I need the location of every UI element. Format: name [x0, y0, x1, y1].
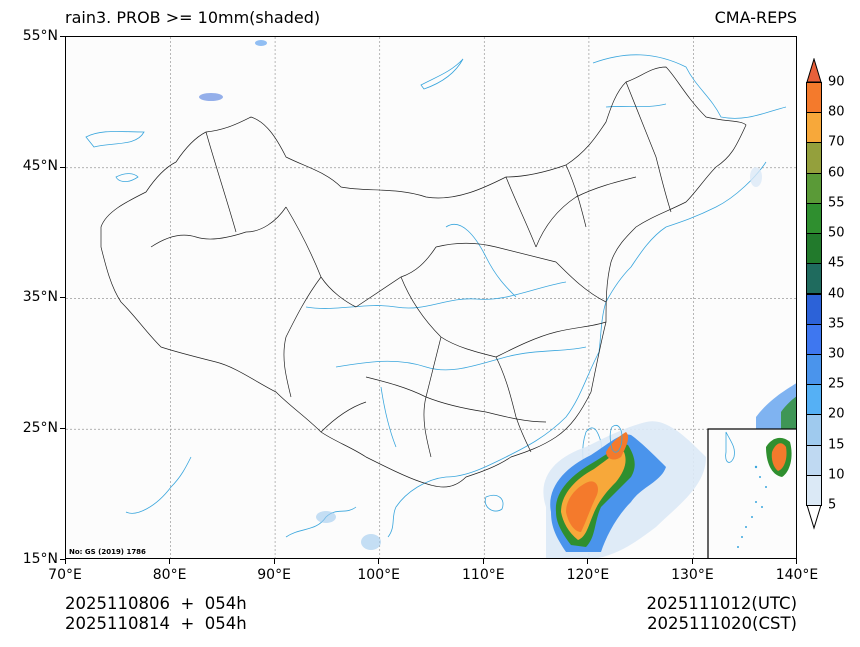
- colorbar-segment: [806, 233, 822, 265]
- south-china-sea-inset: [707, 428, 796, 558]
- lat-tick-45: 45°N: [22, 158, 58, 174]
- lat-tick-55: 55°N: [22, 28, 58, 44]
- political-boundaries: [100, 66, 747, 488]
- lat-tick-15: 15°N: [22, 551, 58, 567]
- x-tick: [692, 559, 693, 564]
- colorbar-segment: [806, 293, 822, 325]
- x-tick: [65, 559, 66, 564]
- y-tick: [60, 167, 65, 168]
- lon-tick-100: 100°E: [357, 567, 400, 583]
- lon-tick-80: 80°E: [152, 567, 187, 583]
- lon-tick-140: 140°E: [775, 567, 819, 583]
- colorbar-level-label: 20: [828, 406, 845, 422]
- x-tick: [169, 559, 170, 564]
- colorbar-segment: [806, 474, 822, 506]
- colorbar-level-label: 50: [828, 225, 845, 241]
- lon-tick-120: 120°E: [566, 567, 610, 583]
- lat-tick-35: 35°N: [22, 289, 58, 305]
- colorbar-level-label: 5: [828, 497, 837, 513]
- y-tick: [60, 297, 65, 298]
- colorbar-level-label: 35: [828, 316, 845, 332]
- lon-tick-90: 90°E: [257, 567, 291, 583]
- colorbar-level-label: 10: [828, 467, 845, 483]
- colorbar-segment: [806, 444, 822, 476]
- y-tick: [60, 428, 65, 429]
- model-name: CMA-REPS: [714, 8, 797, 27]
- colorbar-level-label: 40: [828, 286, 845, 301]
- valid-time-info: 2025111012(UTC) 2025111020(CST): [646, 594, 797, 634]
- x-tick: [378, 559, 379, 564]
- colorbar-level-label: 55: [828, 195, 845, 211]
- init-cst: 2025110814 + 054h: [65, 614, 247, 633]
- colorbar-level-label: 60: [828, 165, 845, 181]
- lon-tick-70: 70°E: [48, 567, 82, 583]
- colorbar-segment: [806, 414, 822, 446]
- y-tick: [60, 559, 65, 560]
- rain-probability-shading: [199, 40, 796, 558]
- colorbar-segment: [806, 353, 822, 386]
- colorbar-segment: [806, 263, 822, 295]
- lon-tick-110: 110°E: [462, 567, 505, 583]
- colorbar-segment: [806, 82, 822, 114]
- map-canvas: [66, 37, 796, 558]
- x-tick: [796, 559, 797, 564]
- colorbar-level-label: 15: [828, 437, 845, 453]
- x-tick: [587, 559, 588, 564]
- colorbar-level-label: 80: [828, 104, 845, 120]
- colorbar-level-label: 45: [828, 255, 845, 271]
- map-approval-number: No: GS (2019) 1786: [69, 548, 146, 556]
- colorbar-level-label: 90: [828, 74, 845, 90]
- colorbar-level-label: 70: [828, 134, 845, 150]
- init-utc: 2025110806 + 054h: [65, 594, 247, 613]
- chart-title: rain3. PROB >= 10mm(shaded): [65, 8, 321, 27]
- colorbar-segment: [806, 172, 822, 204]
- gridlines: [66, 37, 796, 558]
- colorbar-segment: [806, 142, 822, 174]
- x-tick: [274, 559, 275, 564]
- colorbar-segment: [806, 112, 822, 144]
- valid-utc: 2025111012(UTC): [646, 594, 797, 613]
- x-tick: [483, 559, 484, 564]
- colorbar-level-label: 30: [828, 346, 845, 362]
- colorbar-level-label: 25: [828, 376, 845, 392]
- colorbar-segment: [806, 384, 822, 416]
- y-tick: [60, 36, 65, 37]
- lat-tick-25: 25°N: [22, 420, 58, 436]
- valid-cst: 2025111020(CST): [647, 614, 797, 633]
- init-time-info: 2025110806 + 054h 2025110814 + 054h: [65, 594, 247, 634]
- map-panel: [65, 36, 797, 559]
- colorbar-segment: [806, 323, 822, 355]
- lon-tick-130: 130°E: [671, 567, 714, 583]
- colorbar-segment: [806, 202, 822, 235]
